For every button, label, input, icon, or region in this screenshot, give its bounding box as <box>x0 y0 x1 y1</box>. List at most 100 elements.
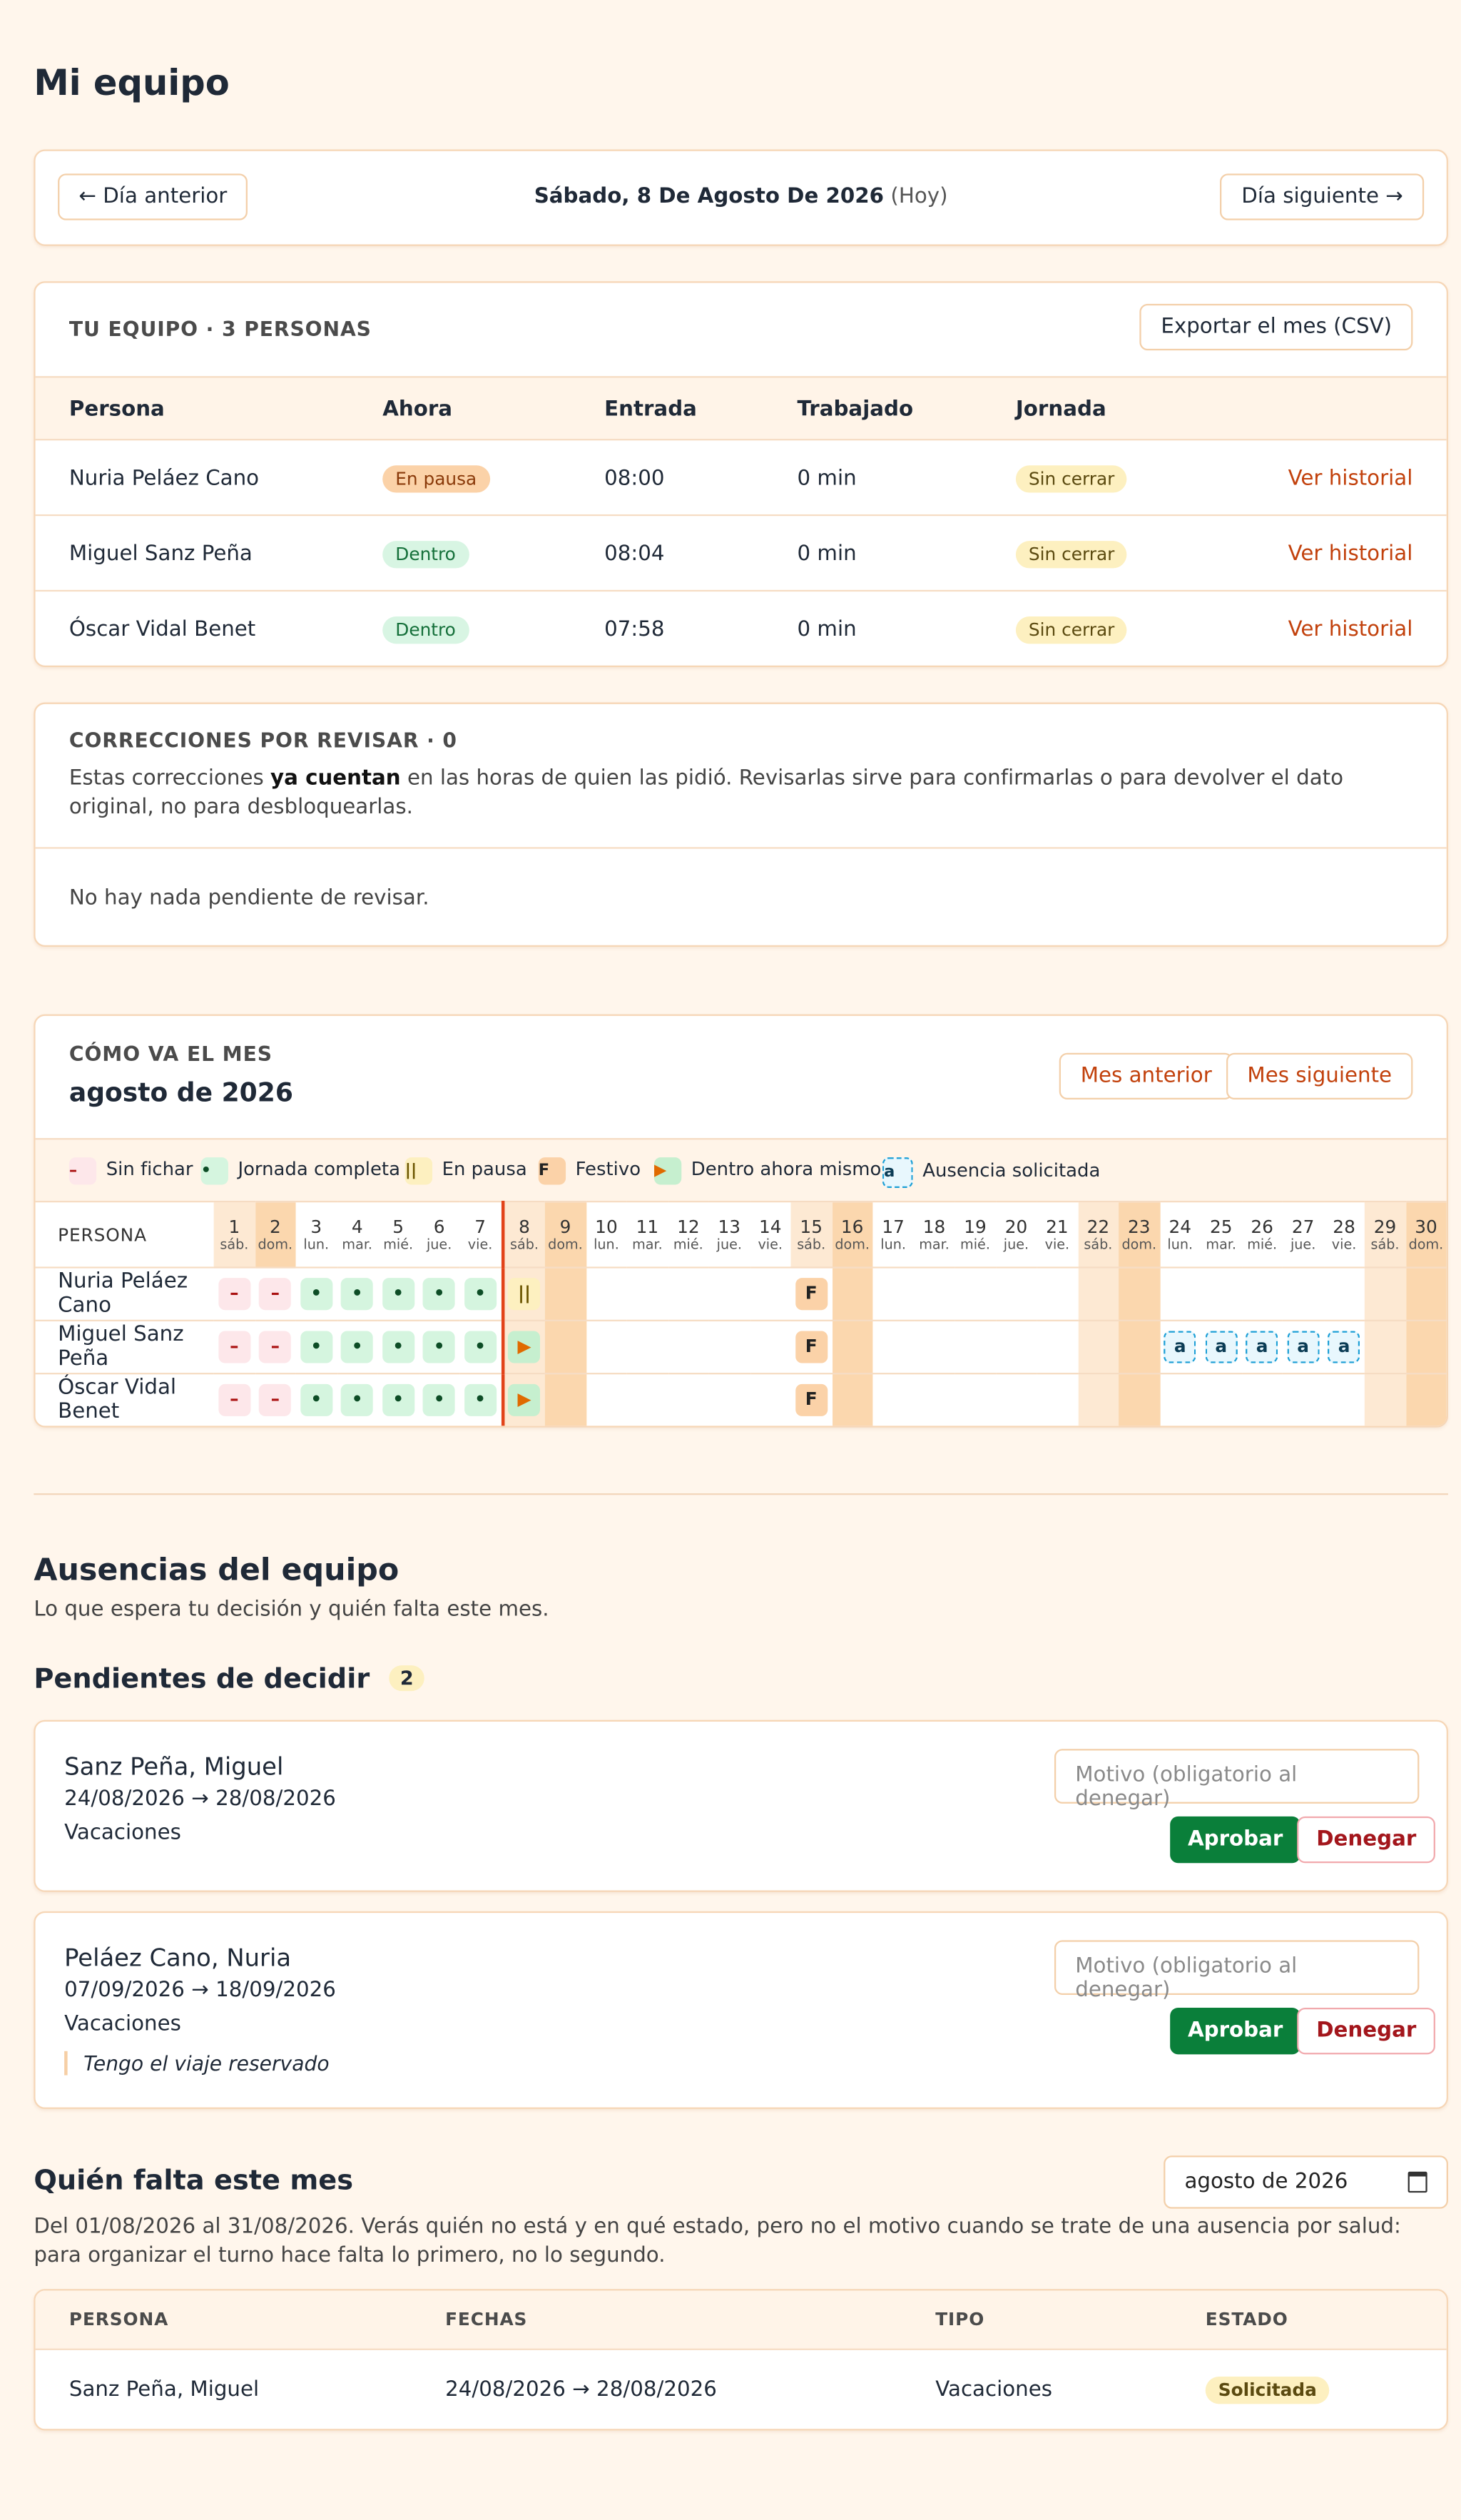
weekday: mar. <box>632 1236 663 1254</box>
legend-label: Festivo <box>575 1157 641 1180</box>
day-symbol: – <box>218 1331 250 1363</box>
next-month-button[interactable]: Mes siguiente <box>1226 1052 1413 1100</box>
entry-time: 07:58 <box>604 617 665 641</box>
day-symbol: a <box>1246 1331 1278 1363</box>
day-cell <box>1159 1373 1201 1426</box>
day-number: 30 <box>1415 1216 1437 1237</box>
day-symbol: • <box>423 1331 456 1363</box>
prev-month-button[interactable]: Mes anterior <box>1059 1052 1233 1100</box>
weekday: mar. <box>1206 1236 1237 1254</box>
day-header: 2 dom. <box>255 1200 296 1268</box>
day-symbol: F <box>795 1383 828 1416</box>
day-number: 1 <box>228 1216 240 1237</box>
request-dates: 07/09/2026 → 18/09/2026 <box>64 1978 336 2003</box>
day-cell <box>1077 1373 1119 1426</box>
export-button[interactable]: Exportar el mes (CSV) <box>1140 303 1413 351</box>
day-cell: • <box>459 1319 503 1374</box>
empty-message: No hay nada pendiente de revisar. <box>68 886 429 911</box>
day-cell: a <box>1200 1319 1242 1374</box>
worked-time: 0 min <box>797 617 857 641</box>
request-type: Vacaciones <box>64 2012 181 2037</box>
day-header: 26 mié. <box>1241 1200 1283 1268</box>
day-cell <box>955 1319 996 1374</box>
day-number: 6 <box>433 1216 445 1237</box>
day-number: 17 <box>882 1216 905 1237</box>
person-name: Nuria Peláez Cano <box>68 466 260 491</box>
dates: 24/08/2026 → 28/08/2026 <box>445 2378 717 2403</box>
next-day-button[interactable]: Día siguiente → <box>1220 173 1425 220</box>
day-cell <box>995 1319 1037 1374</box>
day-cell: – <box>213 1319 255 1374</box>
day-cell <box>913 1266 955 1321</box>
day-cell <box>1077 1319 1119 1374</box>
month-card: CÓMO VA EL MES agosto de 2026 Mes anteri… <box>34 1014 1448 1428</box>
legend-label: Sin fichar <box>106 1157 193 1180</box>
day-status: Sin cerrar <box>1015 540 1128 568</box>
weekday: sáb. <box>797 1236 826 1254</box>
deny-button[interactable]: Denegar <box>1297 2007 1436 2055</box>
status-badge: En pausa <box>382 464 490 492</box>
table-header: PERSONA FECHAS TIPO ESTADO <box>35 2290 1447 2349</box>
weekday: mié. <box>1247 1236 1278 1254</box>
calendar-row: Nuria Peláez Cano – – • • • • • || F <box>35 1266 1447 1321</box>
day-cell: • <box>459 1266 503 1321</box>
divider <box>34 1493 1448 1495</box>
absences-title: Ausencias del equipo <box>34 1553 399 1588</box>
weekday: dom. <box>548 1236 583 1254</box>
missing-text: Del 01/08/2026 al 31/08/2026. Verás quié… <box>34 2215 1401 2268</box>
weekday: lun. <box>303 1236 330 1254</box>
day-cell: a <box>1159 1319 1201 1374</box>
person-header: PERSONA <box>35 1200 214 1268</box>
request-note: Tengo el viaje reservado <box>64 2051 330 2076</box>
day-cell <box>544 1266 586 1321</box>
day-cell <box>1405 1319 1447 1374</box>
deny-button[interactable]: Denegar <box>1297 1816 1436 1864</box>
day-number: 29 <box>1373 1216 1397 1237</box>
day-symbol: a <box>1328 1331 1360 1363</box>
day-symbol: ▶ <box>508 1383 541 1416</box>
month-kicker: CÓMO VA EL MES <box>68 1041 273 1066</box>
day-cell: • <box>377 1266 419 1321</box>
prev-day-button[interactable]: ← Día anterior <box>58 173 248 220</box>
reason-input[interactable]: Motivo (obligatorio al denegar) <box>1054 1940 1420 2003</box>
day-cell <box>913 1373 955 1426</box>
calendar-row: Óscar Vidal Benet – – • • • • • ▶ F <box>35 1373 1447 1426</box>
reason-input[interactable]: Motivo (obligatorio al denegar) <box>1054 1749 1420 1812</box>
day-cell: ▶ <box>500 1373 545 1426</box>
day-number: 27 <box>1291 1216 1315 1237</box>
day-cell <box>872 1266 914 1321</box>
current-date: Sábado, 8 De Agosto De 2026 (Hoy) <box>36 185 1447 209</box>
weekday: mié. <box>960 1236 990 1254</box>
history-link[interactable]: Ver historial <box>1288 466 1413 491</box>
history-link[interactable]: Ver historial <box>1288 542 1413 567</box>
history-link[interactable]: Ver historial <box>1288 617 1413 641</box>
day-header: 28 vie. <box>1323 1200 1365 1268</box>
weekday: dom. <box>1121 1236 1157 1254</box>
day-cell: • <box>337 1319 378 1374</box>
corrections-title: CORRECCIONES POR REVISAR · 0 <box>68 728 457 753</box>
day-cell <box>626 1266 668 1321</box>
day-status: Sin cerrar <box>1015 615 1128 644</box>
corrections-card: CORRECCIONES POR REVISAR · 0 Estas corre… <box>34 702 1448 947</box>
day-cell <box>626 1373 668 1426</box>
table-header: Persona Ahora Entrada Trabajado Jornada <box>35 376 1447 441</box>
day-cell: • <box>418 1266 460 1321</box>
legend-label: Jornada completa <box>238 1157 400 1180</box>
day-symbol: F <box>795 1278 828 1311</box>
absences-subtitle: Lo que espera tu decisión y quién falta … <box>34 1597 549 1622</box>
day-number: 5 <box>392 1216 404 1237</box>
day-symbol: a <box>1164 1331 1196 1363</box>
day-header: 3 lun. <box>295 1200 337 1268</box>
day-number: 23 <box>1128 1216 1151 1237</box>
month-value: agosto de 2026 <box>1184 2170 1348 2195</box>
legend-symbol: ▶ <box>653 1157 682 1185</box>
request-card: Sanz Peña, Miguel 24/08/2026 → 28/08/2026… <box>34 1719 1448 1892</box>
approve-button[interactable]: Aprobar <box>1170 2007 1301 2055</box>
month-input[interactable]: agosto de 2026 <box>1164 2155 1448 2209</box>
day-header: 11 mar. <box>626 1200 668 1268</box>
team-title: TU EQUIPO · 3 PERSONAS <box>68 316 372 341</box>
day-number: 14 <box>758 1216 782 1237</box>
approve-button[interactable]: Aprobar <box>1170 1816 1301 1864</box>
weekday: lun. <box>1167 1236 1193 1254</box>
